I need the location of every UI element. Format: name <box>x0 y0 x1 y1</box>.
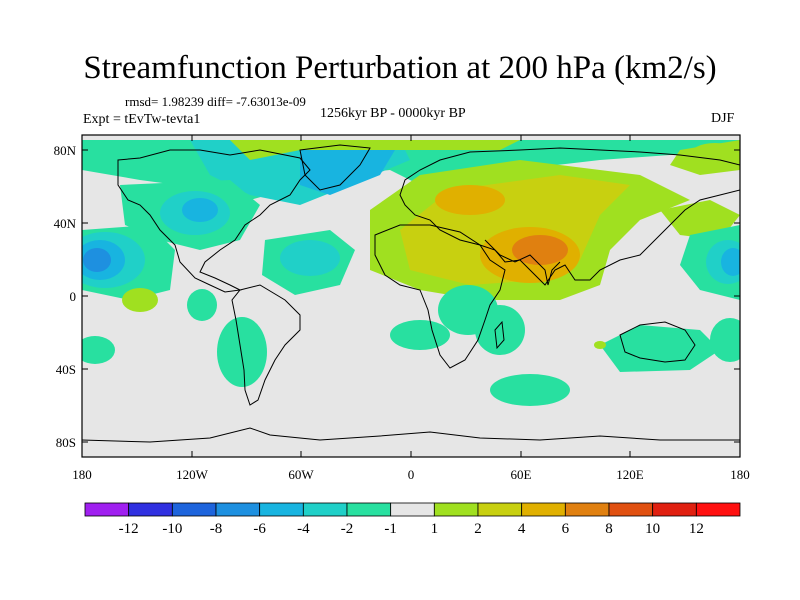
south-america-negative <box>217 317 267 387</box>
anomaly-field <box>82 140 740 406</box>
colorbar-swatch <box>390 502 435 517</box>
coast-antarctica <box>82 427 740 443</box>
lon-label-0: 0 <box>408 467 415 482</box>
east-pacific-south-negative <box>710 318 740 362</box>
colorbar-swatch <box>171 502 217 517</box>
tropical-pacific-positive <box>122 288 158 312</box>
lon-label-60w: 60W <box>288 467 314 482</box>
lat-label-40s: 40S <box>56 362 76 377</box>
coast-arabia-india <box>484 239 561 286</box>
lon-label-180w: 180 <box>72 467 92 482</box>
lat-label-40n: 40N <box>54 216 77 231</box>
colorbar-label: -1 <box>384 521 397 537</box>
southern-africa-negative <box>475 305 525 355</box>
colorbar-swatch <box>564 502 610 517</box>
east-pacific-inner <box>721 248 740 276</box>
coast-south-america <box>231 284 301 406</box>
colorbar-label: 6 <box>562 521 570 537</box>
colorbar-swatch <box>346 502 392 517</box>
coast-africa <box>374 224 506 369</box>
coast-north-america <box>117 149 311 293</box>
australia-positive <box>594 341 606 349</box>
lat-label-80s: 80S <box>56 435 76 450</box>
season-label: DJF <box>711 111 735 126</box>
colorbar-swatch <box>521 502 566 517</box>
period-label: 1256kyr BP - 0000kyr BP <box>320 106 466 121</box>
axis-ticks <box>82 135 740 457</box>
colorbar-label: 1 <box>431 521 439 537</box>
coast-madagascar <box>494 320 505 350</box>
north-america-negative-inner <box>182 198 218 222</box>
coast-australia <box>619 321 696 363</box>
south-pacific-negative-1 <box>187 289 217 321</box>
mediterranean-positive <box>435 185 505 215</box>
colorbar-label: -8 <box>210 521 223 537</box>
colorbar-label: 8 <box>605 521 613 537</box>
colorbar-label: -2 <box>341 521 354 537</box>
colorbar-swatch <box>302 502 348 517</box>
colorbar-label: -6 <box>253 521 266 537</box>
colorbar-swatch <box>259 502 304 517</box>
colorbar-label: 12 <box>689 521 704 537</box>
coastlines <box>82 144 740 443</box>
lon-label-60e: 60E <box>511 467 532 482</box>
figure-title: Streamfunction Perturbation at 200 hPa (… <box>83 50 717 86</box>
indian-ocean-negative <box>390 320 450 350</box>
colorbar-label: -10 <box>162 521 182 537</box>
colorbar-label: 2 <box>474 521 482 537</box>
colorbar-swatch <box>608 502 654 517</box>
stats-text: rmsd= 1.98239 diff= -7.63013e-09 <box>125 94 306 109</box>
colorbar-swatch <box>695 502 741 517</box>
colorbar-swatch <box>215 502 261 517</box>
colorbar-swatch <box>433 502 479 517</box>
arctic-green-east <box>690 143 740 167</box>
colorbar-swatch <box>128 502 173 517</box>
lon-label-120w: 120W <box>176 467 209 482</box>
greenland-positive <box>230 140 520 160</box>
lon-label-180e: 180 <box>730 467 750 482</box>
colorbar-swatch <box>652 502 697 517</box>
south-ocean-negative <box>490 374 570 406</box>
colorbar-swatch <box>477 502 523 517</box>
experiment-label: Expt = tEvTw-tevta1 <box>83 112 201 127</box>
lat-label-80n: 80N <box>54 143 77 158</box>
coast-greenland <box>299 144 371 191</box>
north-pacific-center <box>83 248 111 272</box>
south-asia-core <box>512 235 568 265</box>
lon-label-120e: 120E <box>616 467 644 482</box>
colorbar: -12 -10 -8 -6 -4 -2 -1 1 2 4 6 8 10 12 <box>84 502 741 537</box>
lat-label-0: 0 <box>70 289 77 304</box>
atlantic-negative-core <box>280 240 340 276</box>
colorbar-label: 4 <box>518 521 526 537</box>
south-pacific-negative-2 <box>82 336 115 364</box>
arctic-blue-inner <box>300 150 395 195</box>
colorbar-label: -4 <box>297 521 310 537</box>
colorbar-label: 10 <box>645 521 660 537</box>
colorbar-label: -12 <box>119 521 139 537</box>
colorbar-swatch <box>84 502 130 517</box>
